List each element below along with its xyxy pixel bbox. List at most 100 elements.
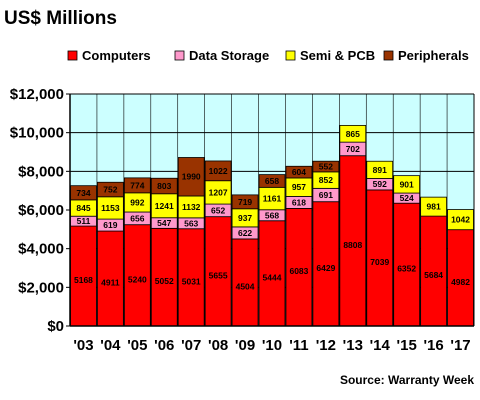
data-label: 8808 (343, 240, 362, 250)
data-label: 5444 (263, 272, 282, 282)
bars: 5168 511 845 734 4911 619 1153 752 5240 656 992 774… (70, 125, 474, 327)
x-tick-label: '15 (397, 337, 417, 354)
x-tick-label: '16 (423, 337, 443, 354)
x-tick-label: '07 (181, 337, 201, 354)
legend-swatch (174, 50, 185, 61)
data-label: 4911 (101, 278, 120, 288)
y-tick-label: $10,000 (10, 125, 64, 142)
bar-segment (150, 177, 178, 195)
bar-segment (204, 216, 232, 327)
data-label: 563 (184, 218, 198, 228)
data-label: 981 (427, 202, 441, 212)
data-label: 618 (292, 197, 306, 207)
bar-segment (366, 160, 394, 179)
data-label: 622 (238, 228, 252, 238)
bar-segment (97, 181, 124, 198)
legend-swatch (285, 50, 296, 61)
data-label: 1241 (155, 201, 174, 211)
x-tick-label: '12 (316, 337, 336, 354)
data-label: 5655 (209, 270, 228, 280)
y-tick-label: $0 (47, 318, 64, 335)
bar-segment (285, 207, 313, 327)
bar-segment (204, 160, 232, 182)
data-label: 1132 (182, 202, 201, 212)
data-label: 992 (130, 197, 144, 207)
data-label: 5052 (155, 276, 174, 286)
x-tick-label: '05 (127, 337, 147, 354)
bar-segment (420, 196, 447, 217)
data-label: 734 (76, 188, 90, 198)
legend-label: Data Storage (189, 48, 269, 63)
data-label: 702 (346, 144, 360, 154)
x-tick-label: '03 (73, 337, 93, 354)
data-label: 7039 (370, 257, 389, 267)
data-label: 691 (319, 190, 333, 200)
y-tick-label: $12,000 (10, 86, 64, 103)
bar-segment (312, 160, 340, 173)
data-label: 865 (346, 129, 360, 139)
data-label: 803 (157, 181, 171, 191)
chart-title: US$ Millions (4, 8, 117, 29)
data-label: 901 (400, 179, 414, 189)
bar-segment (366, 189, 394, 327)
data-label: 592 (373, 179, 387, 189)
data-label: 957 (292, 182, 306, 192)
bar-segment (258, 174, 286, 188)
legend-label: Semi & PCB (300, 48, 375, 63)
data-label: 5240 (128, 274, 147, 284)
legend-swatch (383, 50, 394, 61)
bar-segment (123, 224, 151, 327)
data-label: 547 (157, 218, 171, 228)
data-label: 937 (238, 213, 252, 223)
data-label: 568 (265, 210, 279, 220)
data-label: 5031 (182, 276, 201, 286)
data-label: 752 (103, 185, 117, 195)
data-label: 4504 (236, 281, 255, 291)
data-label: 845 (76, 203, 90, 213)
y-axis-ticks: $0 $2,000 $4,000 $6,000 $8,000 $10,000 $12,000 (10, 86, 70, 335)
data-label: 1207 (209, 187, 228, 197)
bar-segment (231, 194, 259, 210)
data-label: 6429 (316, 263, 335, 273)
data-label: 6083 (289, 266, 308, 276)
x-tick-label: '14 (370, 337, 391, 354)
x-axis-ticks: '03 '04 '05 '06 '07 '08 '09 '10 '11 '12 '13 '14 '15 '… (73, 337, 470, 354)
data-label: 774 (130, 180, 144, 190)
bar-segment (70, 225, 97, 327)
source-note: Source: Warranty Week (340, 373, 474, 387)
bar-segment (312, 201, 340, 327)
bar-segment (339, 155, 367, 327)
data-label: 656 (130, 213, 144, 223)
data-label: 891 (373, 165, 387, 175)
data-label: 1022 (209, 166, 228, 176)
bar-segment (123, 177, 151, 194)
x-tick-label: '08 (208, 337, 228, 354)
bar-segment (150, 227, 178, 327)
x-tick-label: '11 (289, 337, 308, 354)
legend-swatch (67, 50, 78, 61)
legend-label: Peripherals (398, 48, 469, 63)
x-tick-label: '09 (235, 337, 255, 354)
data-label: 604 (292, 167, 306, 177)
data-label: 658 (265, 176, 279, 186)
data-label: 652 (211, 205, 225, 215)
data-label: 511 (77, 216, 91, 226)
data-label: 5168 (74, 275, 93, 285)
x-tick-label: '04 (100, 337, 121, 354)
legend-label: Computers (82, 48, 151, 63)
bar-segment (393, 175, 421, 194)
data-label: 852 (319, 175, 333, 185)
y-tick-label: $6,000 (18, 202, 64, 219)
data-label: 1042 (451, 215, 470, 225)
x-tick-label: '17 (450, 337, 470, 354)
bar-segment (177, 157, 205, 197)
bar-segment (177, 228, 205, 327)
y-tick-label: $8,000 (18, 163, 64, 180)
data-label: 1990 (182, 172, 201, 182)
data-label: 6352 (397, 264, 416, 274)
data-label: 619 (103, 220, 117, 230)
bar-segment (97, 230, 124, 327)
data-label: 1161 (263, 194, 282, 204)
